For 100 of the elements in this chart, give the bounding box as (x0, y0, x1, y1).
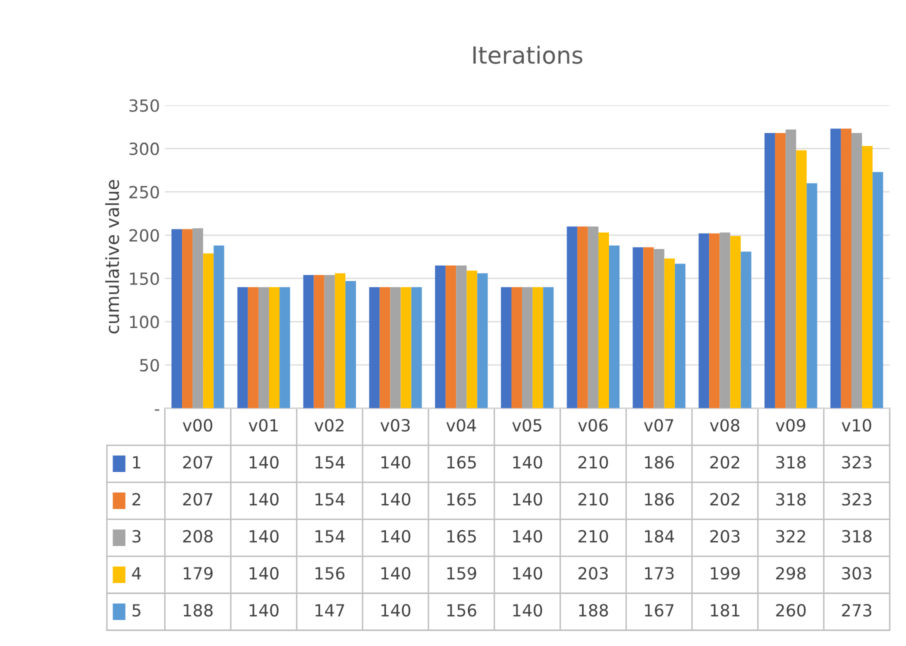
data-label: 156 (447, 604, 476, 617)
data-label: 154 (316, 456, 345, 469)
data-label: 140 (381, 604, 410, 617)
bar (872, 172, 884, 408)
y-tick-label: - (154, 409, 160, 411)
x-tick-label: v05 (512, 419, 542, 432)
bar (214, 246, 224, 408)
bar (456, 265, 467, 408)
data-label: 210 (578, 530, 608, 543)
bar (411, 287, 422, 408)
data-label: 202 (710, 492, 740, 506)
data-label: 186 (645, 456, 674, 469)
bar (390, 287, 401, 408)
bar (203, 253, 214, 408)
bar (258, 287, 269, 408)
bar (532, 287, 544, 408)
bar (446, 265, 456, 408)
bar (334, 273, 346, 408)
y-axis-title: cumulative value (105, 180, 120, 334)
bar (608, 246, 620, 408)
data-label: 318 (776, 492, 806, 506)
bar (466, 270, 478, 408)
data-label: 203 (710, 530, 740, 543)
data-label: 203 (578, 566, 608, 580)
data-label: 273 (842, 604, 872, 617)
data-label: 156 (316, 566, 344, 580)
bar (182, 229, 193, 408)
x-tick-label: v06 (578, 419, 608, 432)
y-tick-label: 250 (129, 186, 159, 198)
data-label: 179 (184, 566, 213, 580)
y-tick-label: 100 (130, 316, 159, 328)
data-label: 140 (513, 530, 542, 543)
x-tick-label: v00 (182, 419, 212, 432)
legend-label: 3 (132, 530, 141, 543)
bar (730, 236, 741, 408)
data-label: 318 (776, 456, 806, 469)
data-label: 207 (183, 492, 212, 506)
bar (522, 287, 533, 408)
data-label: 140 (513, 566, 542, 580)
bar (324, 274, 335, 408)
bar (435, 265, 446, 408)
data-label: 208 (183, 530, 213, 543)
data-label: 140 (250, 530, 279, 543)
data-label: 159 (447, 566, 476, 580)
bar (709, 233, 720, 408)
legend-label: 5 (132, 604, 140, 617)
bar (280, 287, 290, 408)
x-tick-label: v09 (776, 419, 806, 432)
x-tick-label: v08 (710, 419, 740, 432)
bar (840, 128, 852, 408)
y-tick-label: 200 (129, 229, 159, 242)
legend-label: 2 (132, 492, 140, 506)
bar (775, 133, 786, 408)
data-label: 140 (513, 456, 542, 469)
bar (500, 287, 512, 408)
bar (796, 150, 807, 408)
data-label: 298 (776, 566, 806, 580)
data-label: 322 (776, 530, 806, 543)
data-label: 165 (447, 456, 476, 469)
data-label: 140 (250, 456, 279, 469)
x-tick-label: v03 (380, 419, 410, 432)
bar (192, 228, 204, 408)
data-label: 188 (579, 604, 608, 617)
bar (269, 287, 280, 408)
data-label: 140 (381, 530, 410, 543)
bar (400, 287, 412, 408)
bar (598, 232, 609, 408)
bar (577, 226, 588, 408)
data-label: 202 (710, 456, 740, 469)
bar (588, 226, 598, 408)
x-tick-label: v02 (314, 419, 344, 432)
bar (740, 252, 752, 408)
bar (764, 133, 776, 408)
data-label: 184 (645, 530, 674, 543)
data-label: 210 (578, 456, 608, 469)
bar (830, 128, 841, 408)
x-tick-label: v10 (842, 419, 872, 432)
data-label: 318 (842, 530, 872, 543)
bar (664, 258, 675, 408)
y-tick-label: 350 (129, 99, 159, 112)
data-label: 147 (316, 604, 344, 616)
data-label: 140 (250, 604, 279, 617)
data-label: 140 (513, 604, 542, 617)
bar (543, 287, 554, 408)
data-label: 140 (250, 566, 279, 580)
bar (314, 274, 324, 408)
data-label: 140 (513, 492, 542, 506)
bar (369, 287, 380, 408)
bar (566, 226, 578, 408)
bar (851, 133, 862, 408)
data-label: 181 (710, 604, 740, 617)
bar (237, 287, 248, 408)
chart-title: Iterations (473, 46, 582, 64)
bar (674, 264, 686, 408)
data-label: 165 (447, 492, 476, 506)
bar (171, 229, 182, 408)
y-tick-label: 150 (130, 272, 159, 285)
data-label: 207 (183, 456, 212, 469)
bar (380, 287, 390, 408)
y-tick-label: 50 (140, 358, 159, 372)
